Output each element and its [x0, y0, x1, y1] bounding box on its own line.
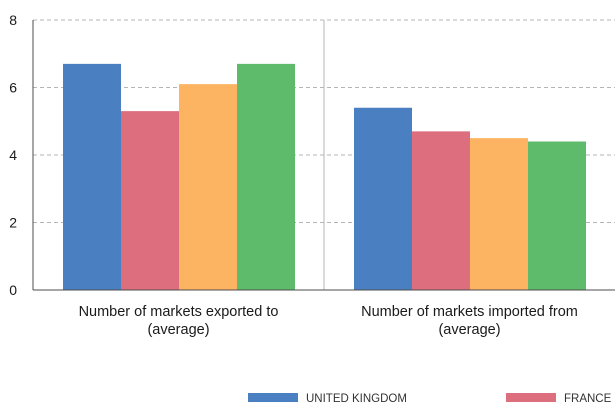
bar-series-4-category-2 — [528, 141, 586, 290]
x-category-label-2: Number of markets imported from (average) — [361, 304, 578, 338]
y-tick-label-0: 0 — [9, 282, 17, 298]
legend-label-2: FRANCE — [564, 393, 612, 403]
legend-label-1: UNITED KINGDOM — [306, 393, 407, 403]
bar-series-2-category-2 — [412, 131, 470, 290]
bar-series-4-category-1 — [237, 63, 295, 290]
legend-swatch-2 — [506, 393, 556, 402]
y-tick-label-2: 2 — [9, 215, 17, 231]
y-tick-label-6: 6 — [9, 80, 17, 96]
x-category-label-1: Number of markets exported to (average) — [79, 304, 279, 338]
legend-swatch-1 — [248, 393, 298, 402]
bar-series-2-category-1 — [121, 111, 179, 290]
bar-series-3-category-1 — [179, 84, 237, 290]
bar-series-1-category-1 — [63, 63, 121, 290]
y-tick-label-8: 8 — [9, 12, 17, 28]
bar-series-1-category-2 — [354, 107, 412, 290]
bar-series-3-category-2 — [470, 138, 528, 290]
y-tick-label-4: 4 — [9, 147, 17, 163]
